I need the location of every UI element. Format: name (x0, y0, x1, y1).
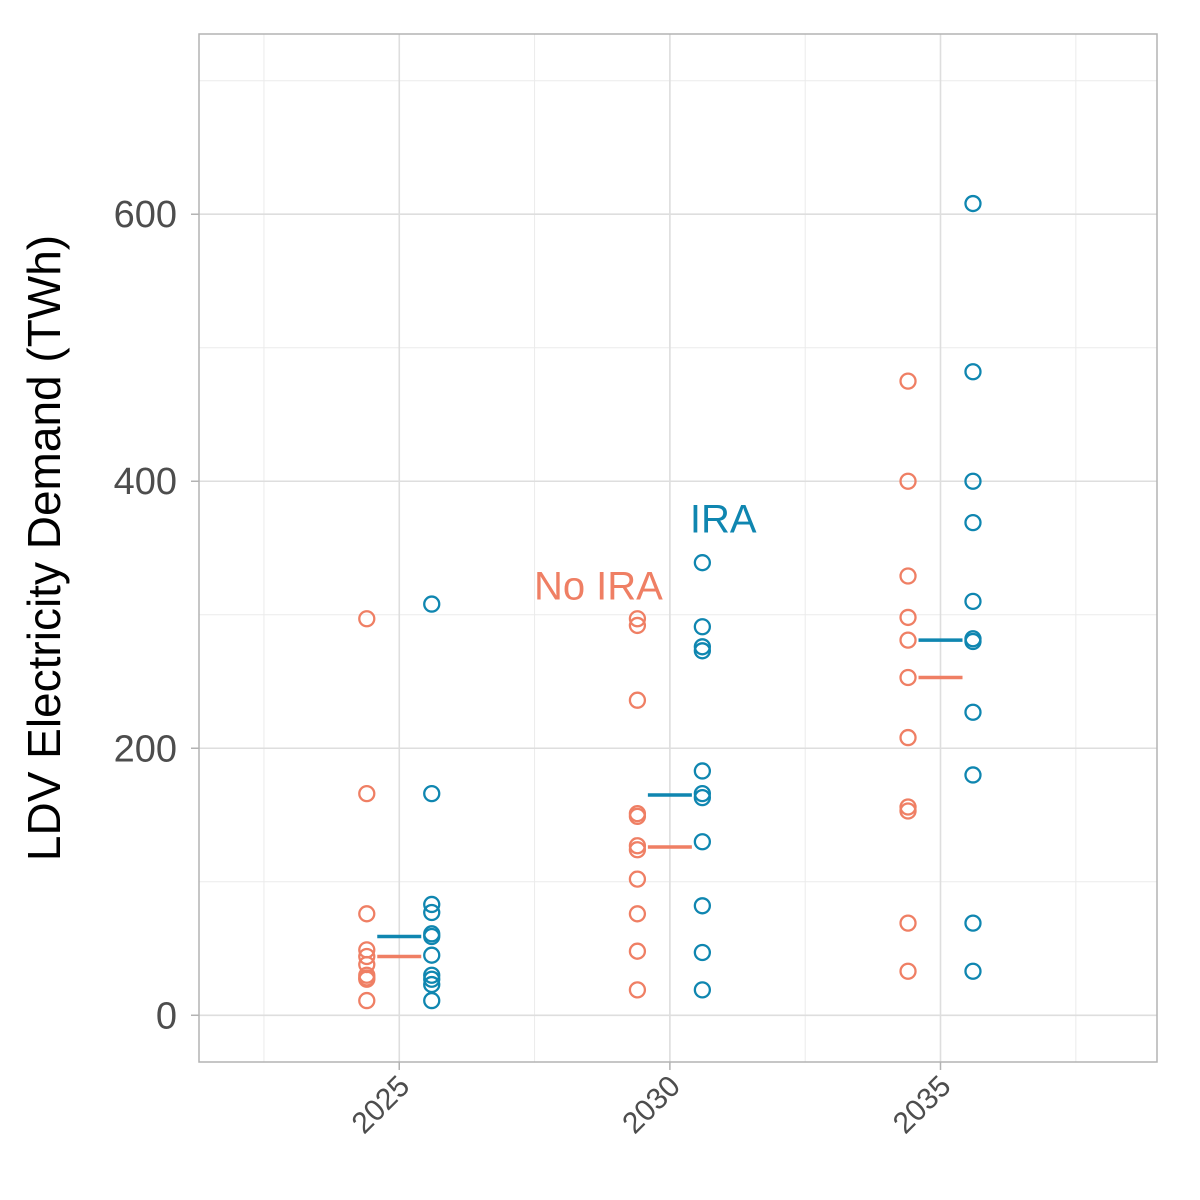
data-point (899, 962, 917, 980)
chart-marks (358, 194, 982, 1010)
data-point (964, 363, 982, 381)
data-point (628, 807, 647, 825)
data-point (423, 903, 441, 922)
data-point (899, 668, 917, 687)
data-point (964, 194, 982, 213)
data-point (899, 631, 917, 649)
x-tick-label: 2025 (346, 1070, 417, 1141)
data-point (899, 608, 917, 627)
data-point (423, 595, 441, 613)
grid (199, 34, 1157, 1062)
series-label-no-ira: No IRA (534, 564, 663, 608)
y-tick-label: 200 (114, 728, 177, 770)
data-point (628, 616, 647, 635)
data-point (628, 942, 647, 960)
data-point (693, 833, 712, 851)
y-tick-label: 600 (114, 194, 177, 236)
data-point (358, 991, 376, 1010)
data-point (358, 785, 376, 803)
data-point (693, 943, 712, 962)
data-point (964, 632, 982, 651)
data-point (693, 789, 712, 807)
data-point (693, 642, 712, 660)
data-point (423, 970, 441, 988)
data-point (628, 610, 647, 628)
data-point (693, 981, 712, 999)
data-point (423, 946, 441, 964)
data-point (628, 981, 647, 999)
data-point (628, 691, 647, 709)
data-point (899, 802, 917, 820)
data-point (628, 841, 647, 859)
data-point (899, 567, 917, 585)
data-point (628, 905, 647, 923)
data-point (628, 870, 647, 888)
data-point (964, 703, 982, 721)
data-point (358, 610, 376, 628)
data-point (693, 897, 712, 915)
data-point (964, 914, 982, 932)
series-no-ira (358, 372, 963, 1010)
axes: 0 200 400 600 2025 2030 2035 (114, 194, 958, 1140)
x-tick-label: 2035 (887, 1070, 958, 1141)
x-tick-label: 2030 (616, 1070, 687, 1141)
data-point (423, 785, 441, 803)
y-axis-title: LDV Electricity Demand (TWh) (18, 235, 70, 861)
data-point (693, 762, 712, 780)
data-point (899, 472, 917, 490)
y-tick-label: 0 (156, 995, 177, 1037)
data-point (964, 592, 982, 611)
data-point (693, 554, 712, 572)
data-point (899, 728, 917, 747)
panel-border (198, 33, 1158, 1063)
data-point (358, 970, 376, 988)
data-point (358, 947, 376, 966)
data-point (693, 618, 712, 636)
series-label-ira: IRA (690, 498, 757, 542)
data-point (423, 991, 441, 1010)
data-point (964, 962, 982, 980)
data-point (423, 927, 441, 946)
data-point (899, 914, 917, 932)
y-tick-label: 400 (114, 461, 177, 503)
data-point (964, 513, 982, 532)
annotations: No IRA IRA (534, 498, 757, 609)
data-point (899, 372, 917, 390)
data-point (423, 895, 441, 914)
series-ira (377, 194, 982, 1010)
data-point (358, 905, 376, 923)
data-point (964, 766, 982, 784)
data-point (964, 472, 982, 490)
